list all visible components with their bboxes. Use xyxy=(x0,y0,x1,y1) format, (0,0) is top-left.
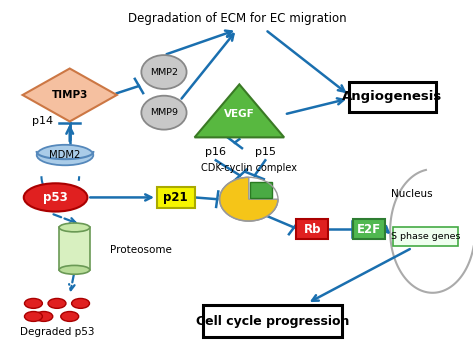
Text: S phase genes: S phase genes xyxy=(391,232,460,241)
Text: MMP9: MMP9 xyxy=(150,108,178,117)
Text: TIMP3: TIMP3 xyxy=(52,90,88,100)
Text: MDM2: MDM2 xyxy=(49,150,81,160)
Text: p21: p21 xyxy=(164,191,188,204)
Text: E2F: E2F xyxy=(357,223,381,236)
Ellipse shape xyxy=(25,298,42,308)
Text: Nucleus: Nucleus xyxy=(391,189,432,199)
FancyBboxPatch shape xyxy=(296,219,328,240)
Text: VEGF: VEGF xyxy=(224,109,255,119)
Ellipse shape xyxy=(24,183,87,211)
Text: p16: p16 xyxy=(205,147,226,157)
Circle shape xyxy=(141,96,187,130)
Polygon shape xyxy=(23,68,117,121)
FancyBboxPatch shape xyxy=(353,219,385,240)
Text: p53: p53 xyxy=(43,191,68,204)
Text: Degraded p53: Degraded p53 xyxy=(20,327,94,337)
Wedge shape xyxy=(219,177,278,221)
Ellipse shape xyxy=(59,223,90,232)
Text: Rb: Rb xyxy=(304,223,321,236)
Text: p14: p14 xyxy=(32,116,54,126)
FancyBboxPatch shape xyxy=(203,305,342,337)
Polygon shape xyxy=(195,84,284,137)
Text: Proteosome: Proteosome xyxy=(110,245,172,255)
Ellipse shape xyxy=(35,312,53,321)
FancyBboxPatch shape xyxy=(157,187,195,208)
Text: Degradation of ECM for EC migration: Degradation of ECM for EC migration xyxy=(128,12,346,25)
Text: p15: p15 xyxy=(255,147,276,157)
Ellipse shape xyxy=(48,298,66,308)
Text: MMP2: MMP2 xyxy=(150,68,178,77)
Ellipse shape xyxy=(61,312,79,321)
Ellipse shape xyxy=(59,266,90,274)
Ellipse shape xyxy=(72,298,90,308)
Circle shape xyxy=(141,55,187,89)
Ellipse shape xyxy=(25,312,42,321)
Text: CDK-cyclin complex: CDK-cyclin complex xyxy=(201,163,297,173)
Text: Angiogenesis: Angiogenesis xyxy=(342,90,443,103)
FancyBboxPatch shape xyxy=(349,82,436,112)
FancyBboxPatch shape xyxy=(59,227,90,270)
FancyBboxPatch shape xyxy=(392,226,458,246)
Ellipse shape xyxy=(36,145,93,165)
Text: Cell cycle progression: Cell cycle progression xyxy=(196,315,349,328)
FancyBboxPatch shape xyxy=(250,182,272,198)
